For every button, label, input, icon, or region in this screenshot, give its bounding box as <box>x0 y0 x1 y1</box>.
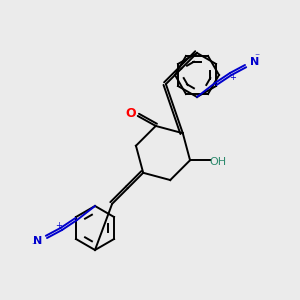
Text: +: + <box>56 221 62 230</box>
Text: O: O <box>125 107 136 121</box>
Text: N: N <box>33 236 42 246</box>
Text: +: + <box>230 73 236 82</box>
Text: N: N <box>250 57 259 67</box>
Text: ⁻: ⁻ <box>254 52 260 62</box>
Text: OH: OH <box>209 157 226 167</box>
Text: ⁻: ⁻ <box>32 241 37 251</box>
